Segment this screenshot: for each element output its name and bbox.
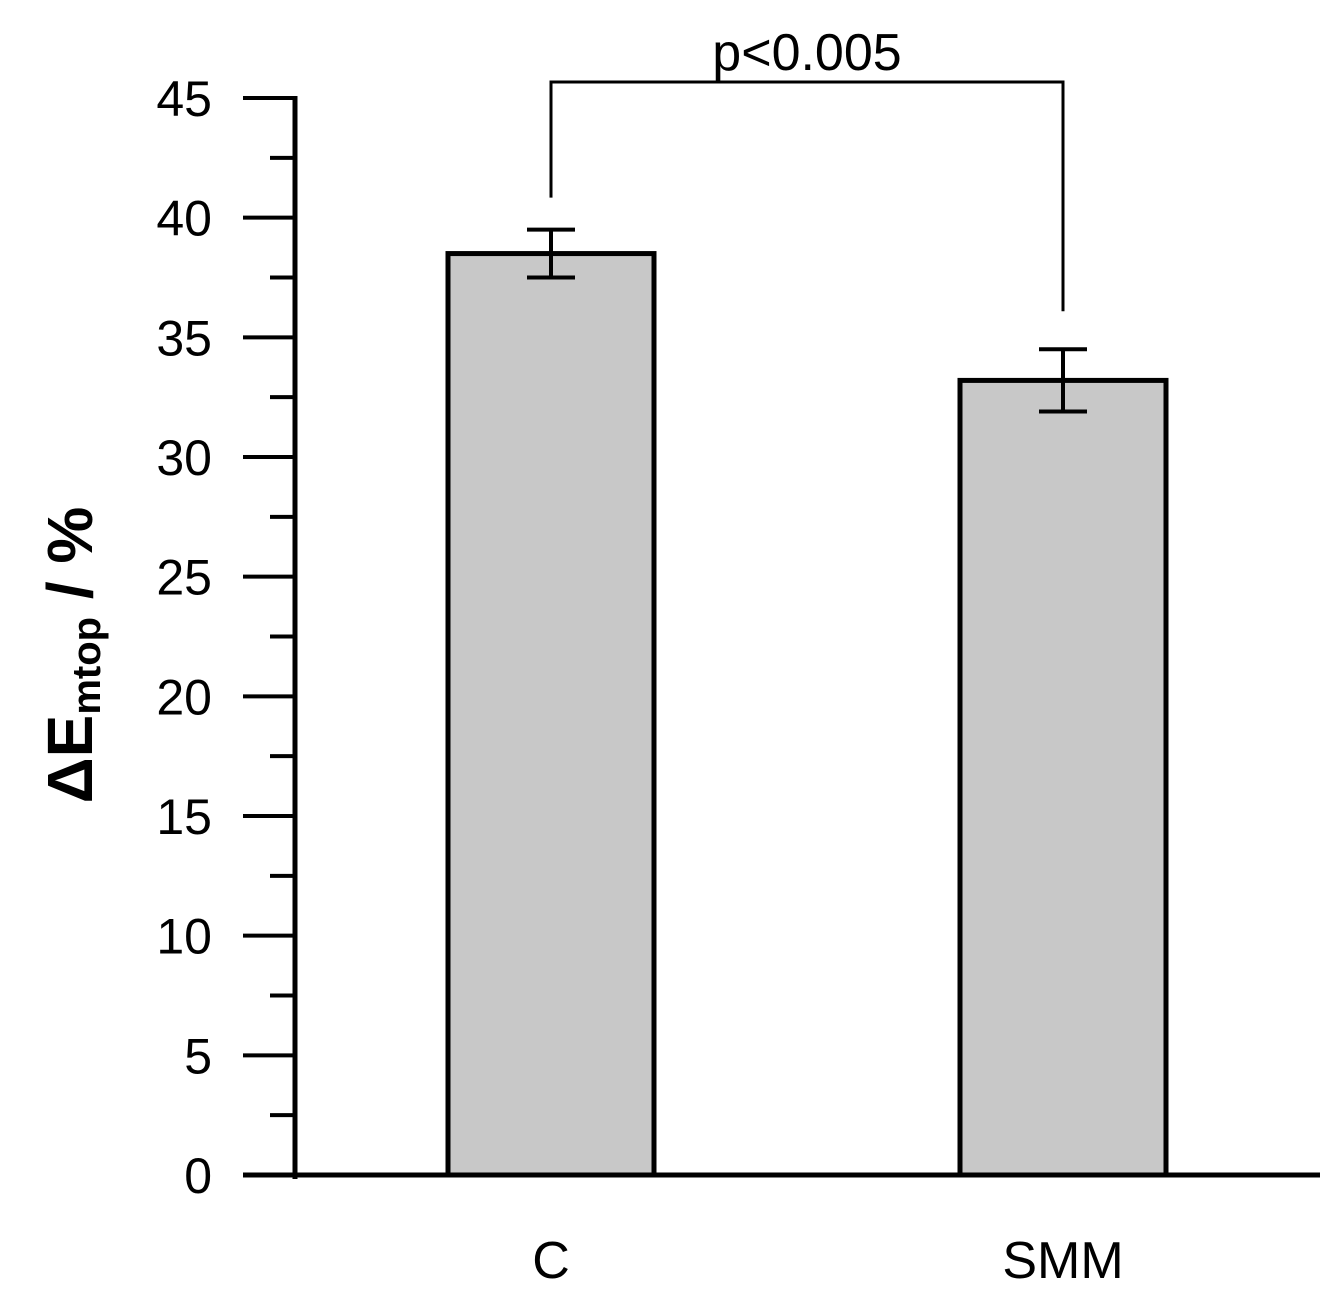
y-tick-label: 25 — [156, 550, 212, 606]
y-axis-title: ΔEmtop / % — [34, 507, 109, 804]
significance-label: p<0.005 — [712, 24, 901, 82]
x-tick-label-c: C — [532, 1232, 570, 1290]
y-tick-label: 5 — [184, 1028, 212, 1084]
y-tick-label: 10 — [156, 909, 212, 965]
y-tick-label: 30 — [156, 430, 212, 486]
bar-smm — [957, 377, 1169, 1178]
y-axis-title-unit: / % — [34, 507, 106, 617]
y-tick-label: 0 — [184, 1148, 212, 1204]
y-tick-label: 40 — [156, 191, 212, 247]
y-tick-label: 20 — [156, 669, 212, 725]
x-tick-label-smm: SMM — [1002, 1232, 1123, 1290]
significance-bracket — [549, 80, 1065, 312]
y-axis-title-symbol: ΔE — [34, 715, 106, 804]
y-axis-title-subscript: mtop — [65, 617, 109, 715]
y-tick-label: 45 — [156, 71, 212, 127]
bar-c — [445, 251, 657, 1178]
y-tick-label: 35 — [156, 310, 212, 366]
y-tick-label: 15 — [156, 789, 212, 845]
